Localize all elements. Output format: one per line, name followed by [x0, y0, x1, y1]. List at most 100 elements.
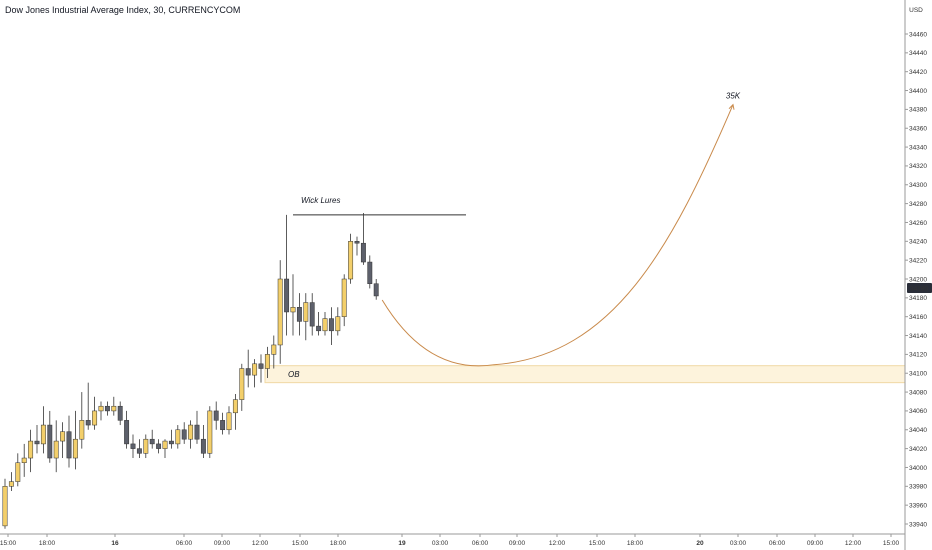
candle-body — [98, 405, 104, 412]
price-axis[interactable]: 33940 33960 33980 34000 34020 34040 34060 34080… — [905, 31, 927, 528]
candle — [136, 439, 142, 459]
candle — [175, 425, 181, 449]
time-tick-label: 09:00 — [807, 540, 824, 547]
time-tick-label: 15:00 — [589, 540, 606, 547]
candle — [60, 422, 66, 459]
target-label: 35K — [726, 92, 741, 101]
candle — [271, 335, 277, 369]
candle — [348, 233, 354, 284]
last-price-label: 34180 — [910, 286, 928, 293]
order-block-zone: OB — [264, 365, 906, 384]
candle-body — [309, 302, 315, 327]
time-tick-label: 18:00 — [627, 540, 644, 547]
candle — [130, 434, 136, 459]
candle — [47, 410, 53, 463]
candle-body — [79, 420, 85, 440]
candle — [149, 429, 155, 449]
candle-body — [34, 440, 40, 445]
time-tick-label: 12:00 — [549, 540, 566, 547]
price-tick-label: 34220 — [909, 257, 927, 264]
price-tick-label: 34020 — [909, 446, 927, 453]
price-tick-label: 34100 — [909, 371, 927, 378]
candle-body — [60, 431, 66, 442]
candle — [226, 406, 232, 435]
candle-body — [175, 429, 181, 445]
candle — [290, 274, 296, 336]
candle-body — [373, 283, 379, 297]
time-tick-label: 16 — [111, 540, 119, 547]
candle-body — [168, 440, 174, 445]
candle-body — [124, 420, 130, 445]
time-tick-label: 06:00 — [176, 540, 193, 547]
candle — [341, 274, 347, 327]
candle — [2, 478, 8, 529]
price-tick-label: 34120 — [909, 352, 927, 359]
candle — [8, 472, 14, 492]
candle-body — [284, 278, 290, 313]
price-tick-label: 34060 — [909, 408, 927, 415]
candle — [252, 359, 258, 388]
price-tick-label: 34400 — [909, 88, 927, 95]
candle-body — [277, 278, 283, 346]
candle — [117, 401, 123, 426]
candle — [284, 214, 290, 336]
candle — [15, 453, 21, 487]
candle — [168, 429, 174, 449]
candle-body — [220, 420, 226, 431]
price-tick-label: 34180 — [909, 295, 927, 302]
candle — [316, 311, 322, 336]
candle-body — [136, 448, 142, 454]
candle — [124, 410, 130, 449]
time-tick-label: 19 — [398, 540, 406, 547]
candle-body — [8, 481, 14, 487]
candle-body — [322, 318, 328, 332]
price-tick-label: 34320 — [909, 163, 927, 170]
candle-body — [40, 424, 46, 445]
candle — [213, 401, 219, 430]
candle-body — [213, 410, 219, 421]
time-tick-label: 06:00 — [769, 540, 786, 547]
candle — [328, 307, 334, 345]
time-tick-label: 15:00 — [292, 540, 309, 547]
candle — [53, 420, 59, 473]
candle-body — [85, 420, 91, 426]
candle — [322, 311, 328, 336]
candle-body — [92, 410, 98, 426]
candle-body — [117, 405, 123, 421]
candle — [34, 425, 40, 454]
time-axis[interactable]: 15:00 18:00 16 06:00 09:00 12:00 15:00 18:00 19 0… — [0, 534, 900, 547]
candle-body — [303, 302, 309, 322]
candle-body — [104, 405, 110, 412]
candle — [143, 434, 149, 459]
candle — [194, 410, 200, 444]
candle-body — [296, 307, 302, 322]
candle-body — [162, 440, 168, 449]
candle-body — [21, 457, 27, 463]
candle-body — [252, 363, 258, 376]
candle — [296, 293, 302, 336]
candle-body — [367, 261, 373, 284]
candle — [21, 443, 27, 477]
order-block-rect — [264, 365, 906, 384]
currency-label: USD — [909, 7, 923, 14]
price-tick-label: 34280 — [909, 201, 927, 208]
price-tick-label: 34080 — [909, 389, 927, 396]
candles — [2, 213, 379, 529]
candle-body — [28, 440, 34, 459]
candle — [373, 279, 379, 300]
candle — [207, 406, 213, 459]
candle — [98, 401, 104, 421]
candle — [335, 307, 341, 336]
candle — [277, 260, 283, 364]
candle — [220, 412, 226, 435]
candle-body — [149, 438, 155, 445]
candle-body — [264, 354, 270, 369]
price-tick-label: 34440 — [909, 50, 927, 57]
annotations: Wick Lures 35K — [293, 92, 741, 367]
candle-body — [130, 443, 136, 449]
candle — [367, 255, 373, 289]
chart-title: Dow Jones Industrial Average Index, 30, … — [5, 5, 240, 15]
price-tick-label: 34000 — [909, 465, 927, 472]
candle-body — [226, 412, 232, 431]
